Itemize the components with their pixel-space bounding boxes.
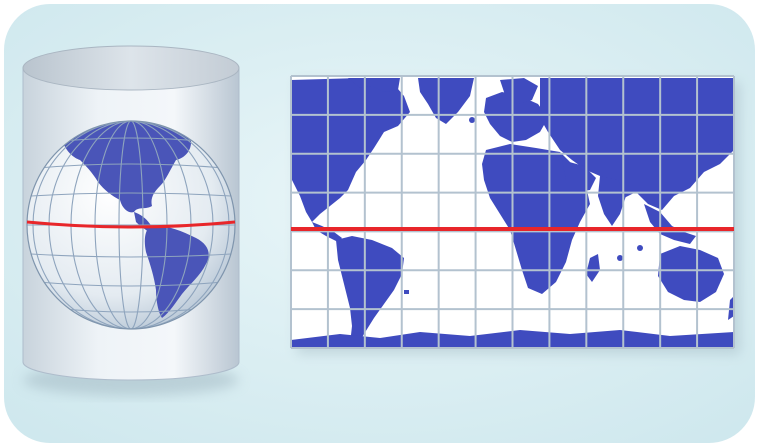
- map-arabia: [562, 160, 596, 192]
- cylinder-top: [22, 45, 240, 91]
- map-south-america: [336, 236, 404, 348]
- map-arctic-islands: [348, 78, 400, 92]
- map-europe: [484, 92, 548, 142]
- map-greenland: [418, 78, 474, 124]
- map-india: [598, 176, 626, 226]
- globe: [26, 120, 236, 330]
- map-madagascar: [586, 254, 600, 282]
- map-asia: [540, 78, 734, 210]
- globe-in-cylinder: [22, 45, 240, 396]
- map-scandinavia: [500, 78, 538, 104]
- globe-north-america: [62, 121, 191, 213]
- map-southeast-asia: [644, 204, 696, 244]
- globe-south-america: [144, 225, 209, 318]
- globe-equator: [26, 220, 236, 229]
- map-new-zealand: [728, 296, 734, 320]
- flat-map: [290, 75, 740, 354]
- map-grid: [290, 75, 735, 349]
- map-australia: [658, 246, 724, 302]
- map-africa: [482, 144, 590, 294]
